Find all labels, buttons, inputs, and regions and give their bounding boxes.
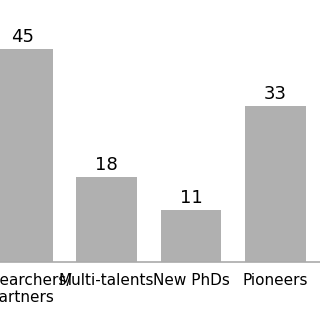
Text: 33: 33: [264, 85, 287, 103]
Bar: [0, 49, 53, 262]
Text: 11: 11: [180, 189, 202, 207]
Text: 45: 45: [11, 28, 34, 46]
Text: 18: 18: [95, 156, 118, 174]
Bar: [161, 210, 221, 262]
Bar: [76, 177, 137, 262]
Bar: [245, 106, 306, 262]
